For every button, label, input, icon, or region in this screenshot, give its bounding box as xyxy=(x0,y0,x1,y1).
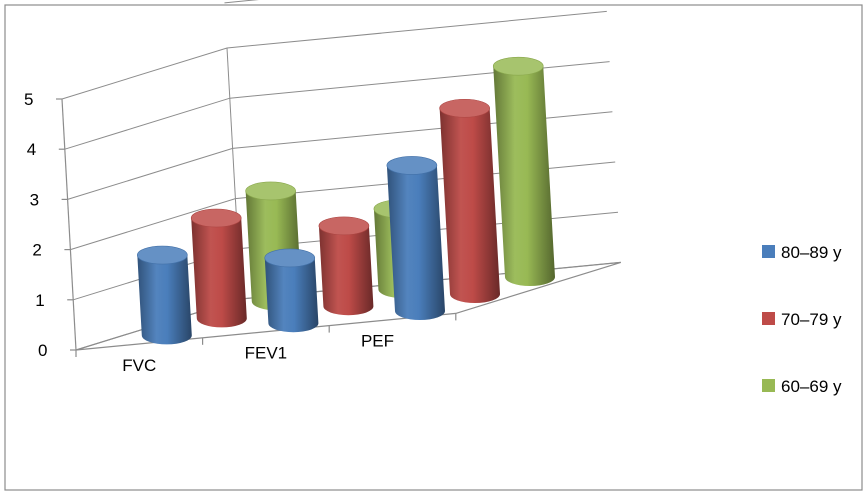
gridline xyxy=(61,10,607,100)
y-tick-label: 5 xyxy=(24,90,33,109)
legend: 80–89 y 70–79 y 60–69 y xyxy=(762,243,842,396)
legend-label: 60–69 y xyxy=(781,377,842,396)
bar-top xyxy=(137,245,188,265)
bar-top xyxy=(190,208,242,228)
legend-swatch xyxy=(762,312,775,325)
x-axis-ticks: FVC FEV1 PEF xyxy=(75,313,457,375)
bars xyxy=(137,56,555,345)
bar xyxy=(264,248,319,333)
legend-label: 80–89 y xyxy=(781,243,842,262)
bar-top xyxy=(245,181,296,201)
bar-body xyxy=(137,255,192,345)
bar-top xyxy=(492,56,544,76)
bar-top xyxy=(439,98,490,118)
y-tick-label: 4 xyxy=(27,140,36,159)
category-label: FVC xyxy=(122,356,156,375)
legend-swatch xyxy=(762,245,775,258)
bar-body xyxy=(318,225,374,316)
legend-swatch xyxy=(762,379,775,392)
bar xyxy=(492,56,555,286)
bar xyxy=(190,208,247,328)
bar-body xyxy=(439,108,500,303)
bar-top xyxy=(318,216,370,236)
left-wall-edge xyxy=(61,98,77,351)
bar xyxy=(439,98,500,303)
category-label: FEV1 xyxy=(245,344,288,363)
y-tick-label: 2 xyxy=(32,241,41,260)
bar-body xyxy=(191,218,247,328)
y-axis-ticks: 0 1 2 3 4 5 xyxy=(24,90,76,360)
y-tick-label: 0 xyxy=(38,341,47,360)
bar xyxy=(318,216,374,316)
bar-body xyxy=(264,257,319,333)
legend-label: 70–79 y xyxy=(781,310,842,329)
bar-top xyxy=(264,248,316,268)
category-label: PEF xyxy=(361,332,394,351)
y-tick-label: 1 xyxy=(35,291,44,310)
bar-top xyxy=(386,156,438,175)
gridline xyxy=(224,0,259,4)
gridline xyxy=(64,61,610,150)
bar-body xyxy=(493,66,555,286)
bar-body xyxy=(386,165,445,320)
bar xyxy=(137,245,192,345)
y-tick-label: 3 xyxy=(30,190,39,209)
bar xyxy=(386,156,445,320)
